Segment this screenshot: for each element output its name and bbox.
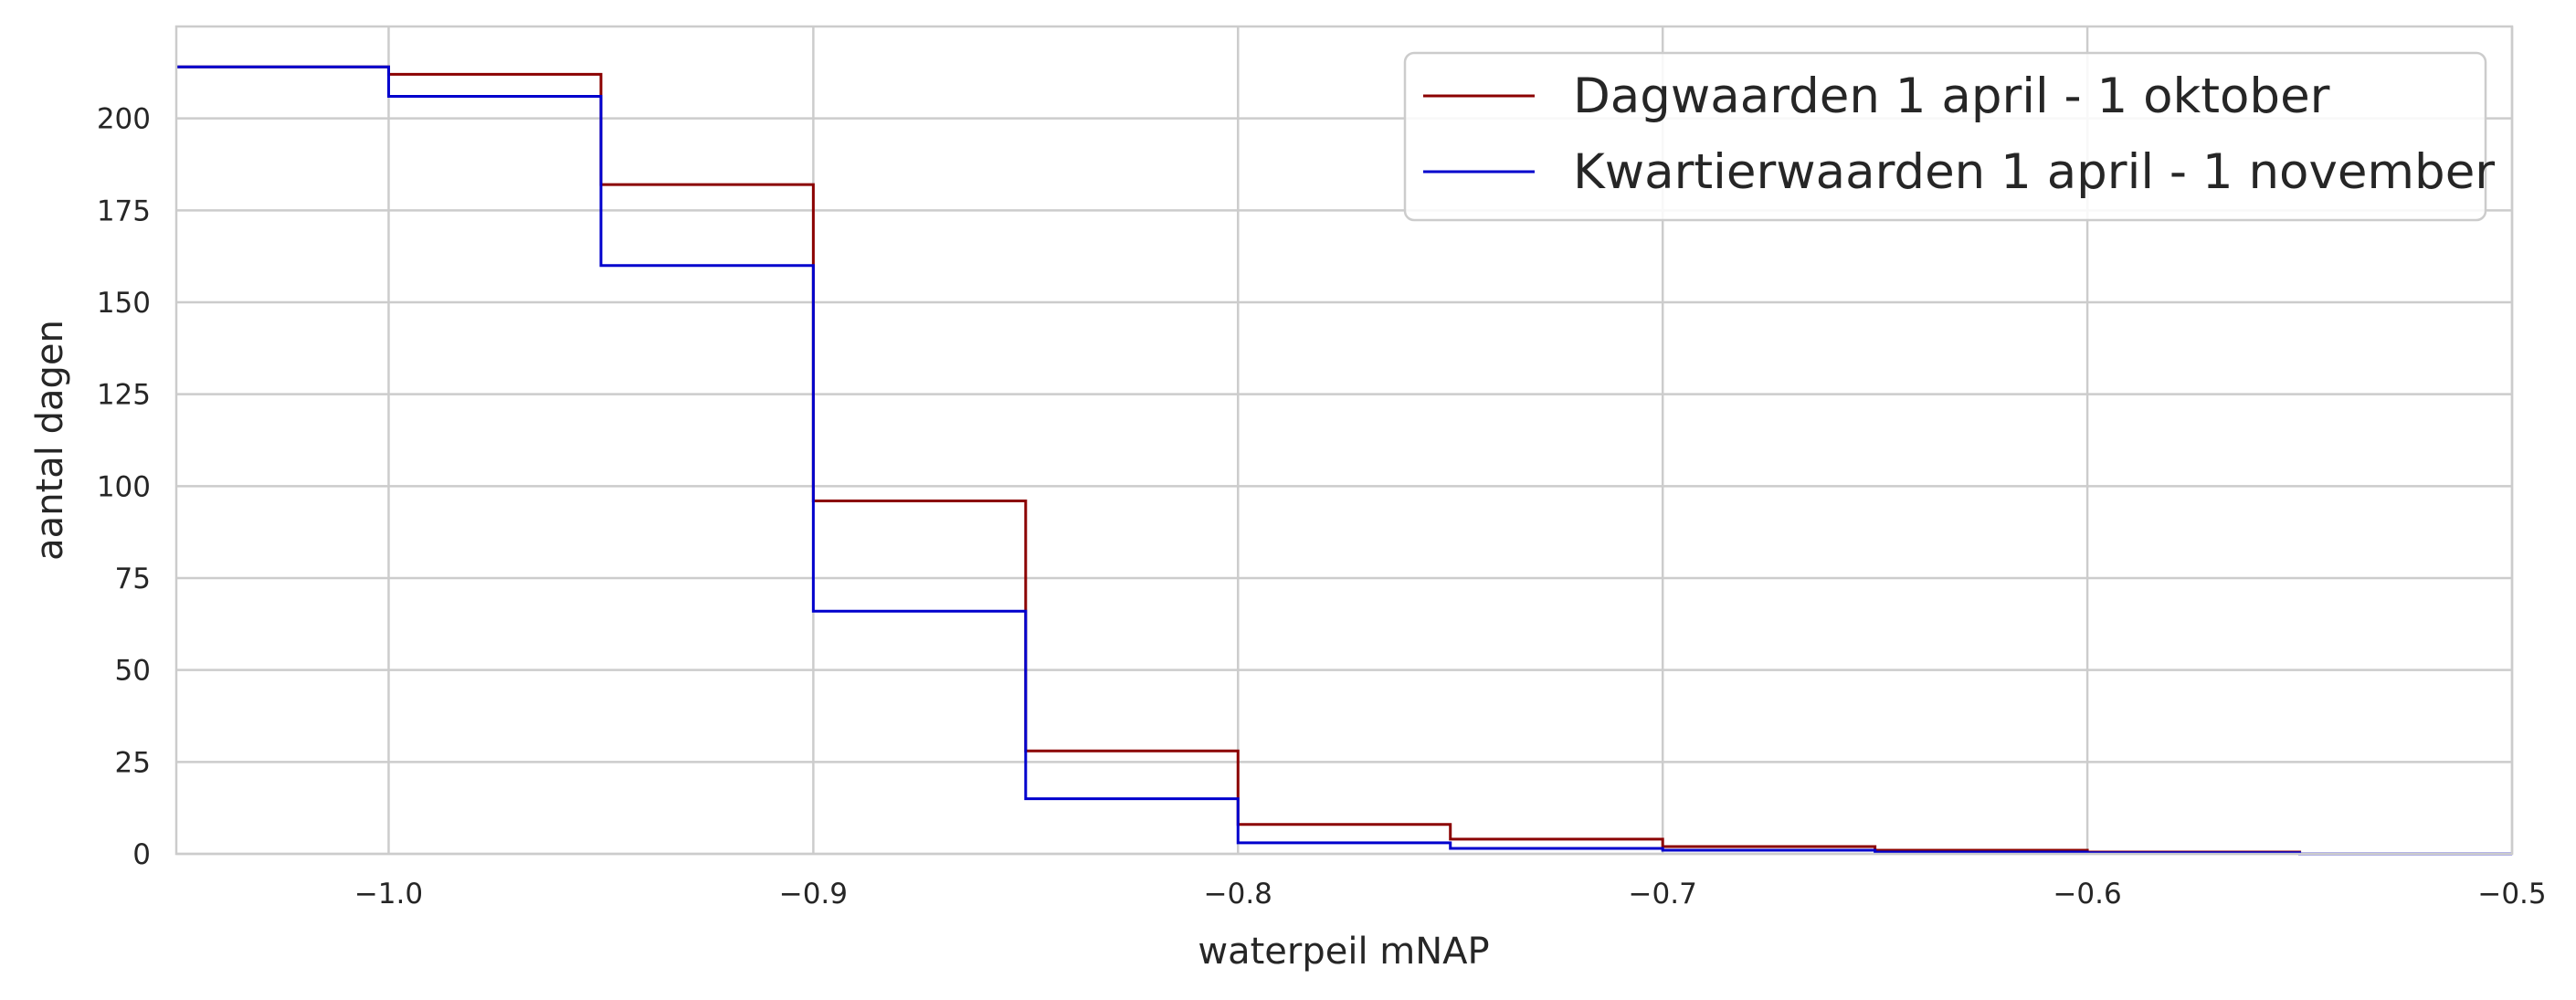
x-tick-label: −0.9 xyxy=(779,878,848,911)
plot-frame xyxy=(174,25,2514,856)
x-axis-label: waterpeil mNAP xyxy=(1198,931,1489,973)
y-axis-label: aantal dagen xyxy=(29,320,71,561)
grid-lines xyxy=(176,26,2514,856)
x-axis-ticks: −1.0 −0.9 −0.8 −0.7 −0.6 −0.5 xyxy=(354,878,2547,911)
x-tick-label: −0.6 xyxy=(2053,878,2121,911)
y-axis-ticks: 0 25 50 75 100 125 150 175 200 xyxy=(97,103,151,871)
y-tick-label: 200 xyxy=(97,103,151,136)
x-tick-label: −0.7 xyxy=(1629,878,1697,911)
y-tick-label: 25 xyxy=(115,746,151,779)
y-tick-label: 175 xyxy=(97,195,151,227)
y-tick-label: 75 xyxy=(115,563,151,595)
legend-label-dagwaarden: Dagwaarden 1 april - 1 oktober xyxy=(1573,68,2330,124)
y-tick-label: 50 xyxy=(115,655,151,688)
series-line-kwartierwaarden xyxy=(176,65,2512,856)
legend-frame xyxy=(1403,51,2487,222)
x-tick-label: −0.8 xyxy=(1204,878,1272,911)
legend: Dagwaarden 1 april - 1 oktober Kwartierw… xyxy=(1403,51,2495,222)
y-tick-label: 150 xyxy=(97,287,151,320)
y-tick-label: 0 xyxy=(132,838,151,871)
legend-label-kwartierwaarden: Kwartierwaarden 1 april - 1 november xyxy=(1573,144,2495,200)
x-tick-label: −0.5 xyxy=(2477,878,2546,911)
x-tick-label: −1.0 xyxy=(354,878,423,911)
y-tick-label: 125 xyxy=(97,379,151,412)
data-series xyxy=(176,65,2512,856)
y-tick-label: 100 xyxy=(97,470,151,503)
